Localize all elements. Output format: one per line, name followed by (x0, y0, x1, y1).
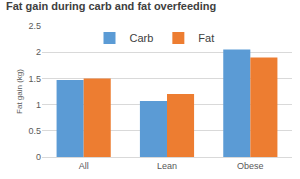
svg-text:Carb: Carb (130, 32, 154, 44)
svg-text:2: 2 (36, 47, 41, 57)
svg-text:Fat gain (kg): Fat gain (kg) (15, 69, 24, 114)
svg-text:Obese: Obese (237, 161, 264, 171)
svg-text:Fat: Fat (198, 32, 214, 44)
svg-text:1.5: 1.5 (28, 74, 41, 84)
svg-text:Fat gain during carb and fat o: Fat gain during carb and fat overfeeding (6, 0, 216, 12)
svg-text:1: 1 (36, 100, 41, 110)
svg-text:Lean: Lean (157, 161, 177, 171)
svg-text:All: All (79, 161, 89, 171)
svg-text:0.5: 0.5 (28, 126, 41, 136)
svg-text:2.5: 2.5 (28, 21, 41, 31)
svg-text:0: 0 (36, 152, 41, 162)
